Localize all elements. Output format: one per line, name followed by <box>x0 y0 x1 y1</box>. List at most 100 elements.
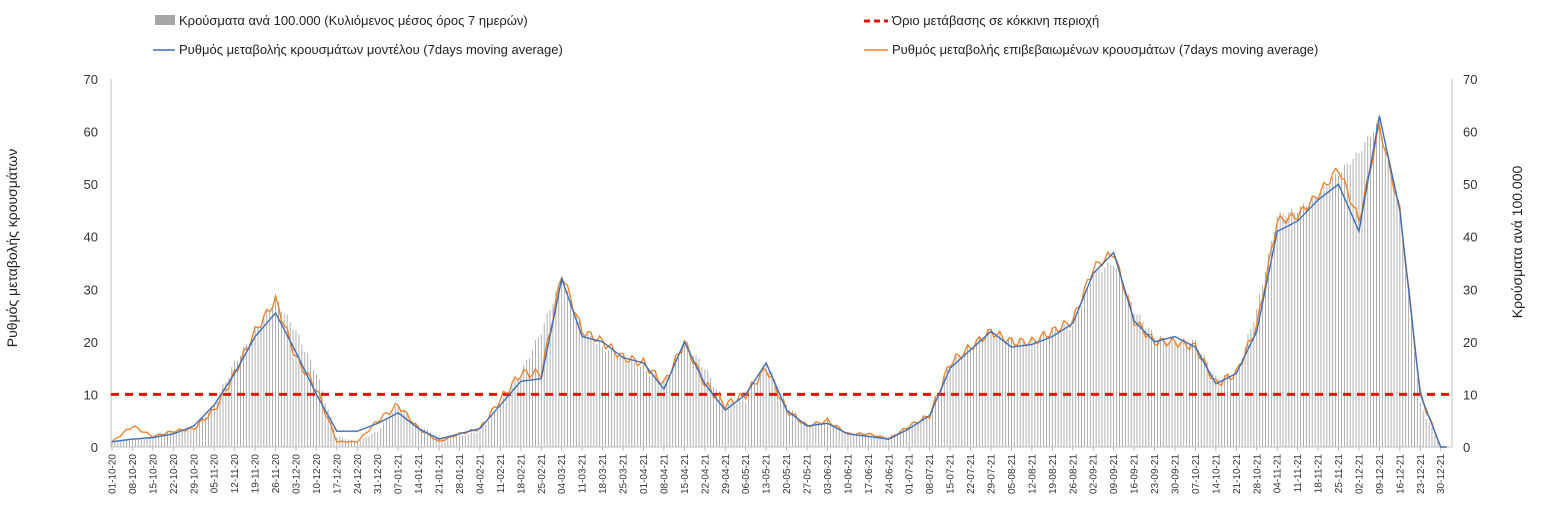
bar <box>263 316 265 447</box>
bar <box>441 436 443 447</box>
bar <box>450 436 452 447</box>
bar <box>672 366 674 447</box>
x-tick-label: 07-10-21 <box>1191 454 1202 494</box>
bar <box>713 387 715 447</box>
bar <box>978 337 980 447</box>
bar <box>1075 315 1077 447</box>
bar <box>546 313 548 447</box>
bar <box>765 364 767 447</box>
bar <box>1437 441 1439 447</box>
bar <box>497 410 498 447</box>
bar <box>786 404 788 447</box>
bar <box>1428 422 1430 447</box>
bar <box>683 341 685 447</box>
bar <box>1320 191 1322 447</box>
x-tick-label: 12-08-21 <box>1027 454 1038 494</box>
bar <box>1051 329 1053 447</box>
bar <box>502 397 504 447</box>
bar <box>549 310 551 447</box>
bar <box>657 381 659 447</box>
x-tick-label: 24-06-21 <box>884 454 895 494</box>
bar <box>1300 206 1302 447</box>
bar <box>514 379 516 447</box>
bar <box>739 398 741 447</box>
bar <box>237 360 239 447</box>
bar <box>984 337 986 447</box>
bar <box>307 353 309 447</box>
bar <box>975 340 977 447</box>
bar <box>797 417 799 447</box>
bar <box>479 430 481 447</box>
bar <box>190 427 192 447</box>
bar <box>952 362 954 447</box>
bar <box>1116 268 1118 447</box>
x-tick-label: 09-09-21 <box>1109 454 1120 494</box>
bar <box>999 332 1001 447</box>
bar <box>216 401 218 447</box>
bar <box>897 432 899 447</box>
bar <box>613 353 615 447</box>
bar <box>1425 418 1427 447</box>
bar <box>470 432 472 447</box>
bar <box>774 379 776 447</box>
bar <box>806 425 808 447</box>
bar <box>1224 374 1226 447</box>
bar <box>1411 319 1412 447</box>
bar <box>1373 132 1375 447</box>
y-axis-right-title: Κρούσματα ανά 100.000 <box>1509 166 1525 319</box>
bar <box>1355 152 1357 447</box>
bar <box>628 362 630 447</box>
bar <box>1057 332 1059 447</box>
bar <box>152 437 154 447</box>
x-tick-label: 26-08-21 <box>1068 454 1079 494</box>
bar <box>1162 337 1164 447</box>
bar <box>275 297 276 447</box>
bar <box>1402 239 1404 447</box>
bar <box>885 436 887 447</box>
bar <box>1297 212 1299 447</box>
bar <box>1095 269 1097 447</box>
bar <box>873 435 875 447</box>
bar <box>199 420 201 447</box>
bar <box>905 428 907 447</box>
bar <box>1285 216 1287 447</box>
bar <box>143 437 145 447</box>
bar <box>380 428 382 447</box>
bar <box>648 375 650 447</box>
bar <box>762 365 764 447</box>
x-tick-label: 30-09-21 <box>1170 454 1181 494</box>
bar <box>675 356 677 447</box>
bar <box>476 432 478 447</box>
bar <box>1046 335 1047 447</box>
bar <box>640 367 642 447</box>
bar <box>704 369 706 447</box>
bar <box>710 377 712 447</box>
bar <box>377 431 379 447</box>
bar <box>388 417 390 447</box>
bar <box>415 421 417 447</box>
bar <box>1203 354 1205 447</box>
bar <box>453 437 455 447</box>
bar <box>386 419 387 447</box>
bar <box>917 422 919 447</box>
bar <box>759 372 761 447</box>
bar <box>660 384 662 447</box>
bar <box>637 368 639 447</box>
bar <box>800 421 802 447</box>
bar <box>1121 285 1123 447</box>
bar <box>1238 363 1240 447</box>
bar <box>943 375 945 447</box>
bar <box>882 435 884 447</box>
bar <box>146 436 148 447</box>
bar <box>1244 346 1246 447</box>
bar <box>1127 294 1129 447</box>
bar <box>1197 349 1199 447</box>
bar <box>1218 378 1220 447</box>
bar <box>1303 203 1304 447</box>
bar <box>1256 309 1258 447</box>
bar <box>368 436 370 447</box>
y-tick-label-left: 10 <box>84 387 98 402</box>
bar <box>295 330 297 447</box>
x-tick-label: 06-05-21 <box>741 454 752 494</box>
